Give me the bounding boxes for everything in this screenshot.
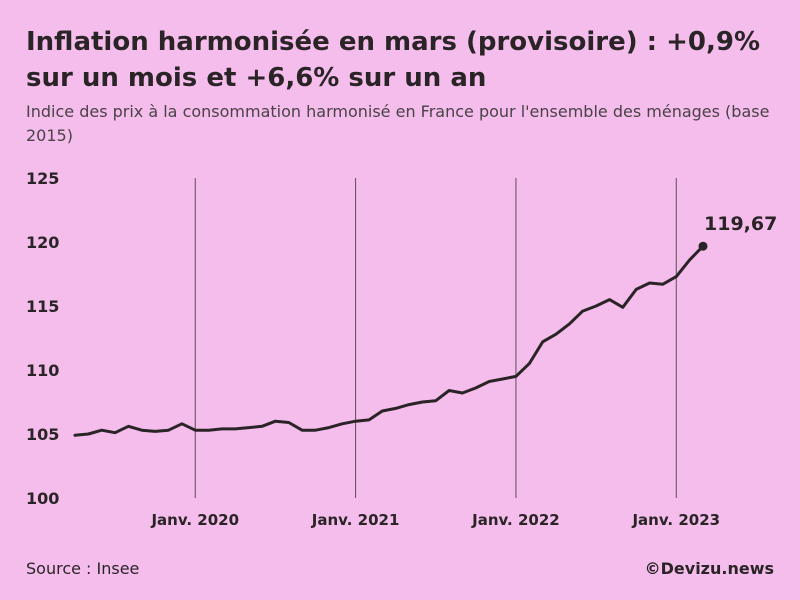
x-tick-label: Janv. 2020 <box>150 511 239 529</box>
series-line <box>73 244 705 437</box>
y-tick-label: 125 <box>26 169 59 188</box>
y-tick-label: 100 <box>26 489 59 508</box>
x-axis: Janv. 2020 Janv. 2021 Janv. 2022 Janv. 2023 <box>150 178 720 529</box>
y-tick-label: 115 <box>26 297 59 316</box>
credit-note: ©Devizu.news <box>644 559 774 578</box>
data-label: 119,67 <box>704 213 777 235</box>
end-point-marker <box>698 241 708 251</box>
chart-title: Inflation harmonisée en mars (provisoire… <box>26 27 761 93</box>
x-tick-label: Janv. 2022 <box>471 511 560 529</box>
plot-area: 119,67 <box>73 213 777 437</box>
y-tick-label: 120 <box>26 233 59 252</box>
y-tick-label: 110 <box>26 361 59 380</box>
source-note: Source : Insee <box>26 559 140 578</box>
chart-subtitle: Indice des prix à la consommation harmon… <box>26 102 770 145</box>
y-tick-label: 105 <box>26 425 59 444</box>
x-tick-label: Janv. 2023 <box>631 511 720 529</box>
x-tick-label: Janv. 2021 <box>311 511 400 529</box>
y-axis: 100 105 110 115 120 125 <box>26 169 59 508</box>
